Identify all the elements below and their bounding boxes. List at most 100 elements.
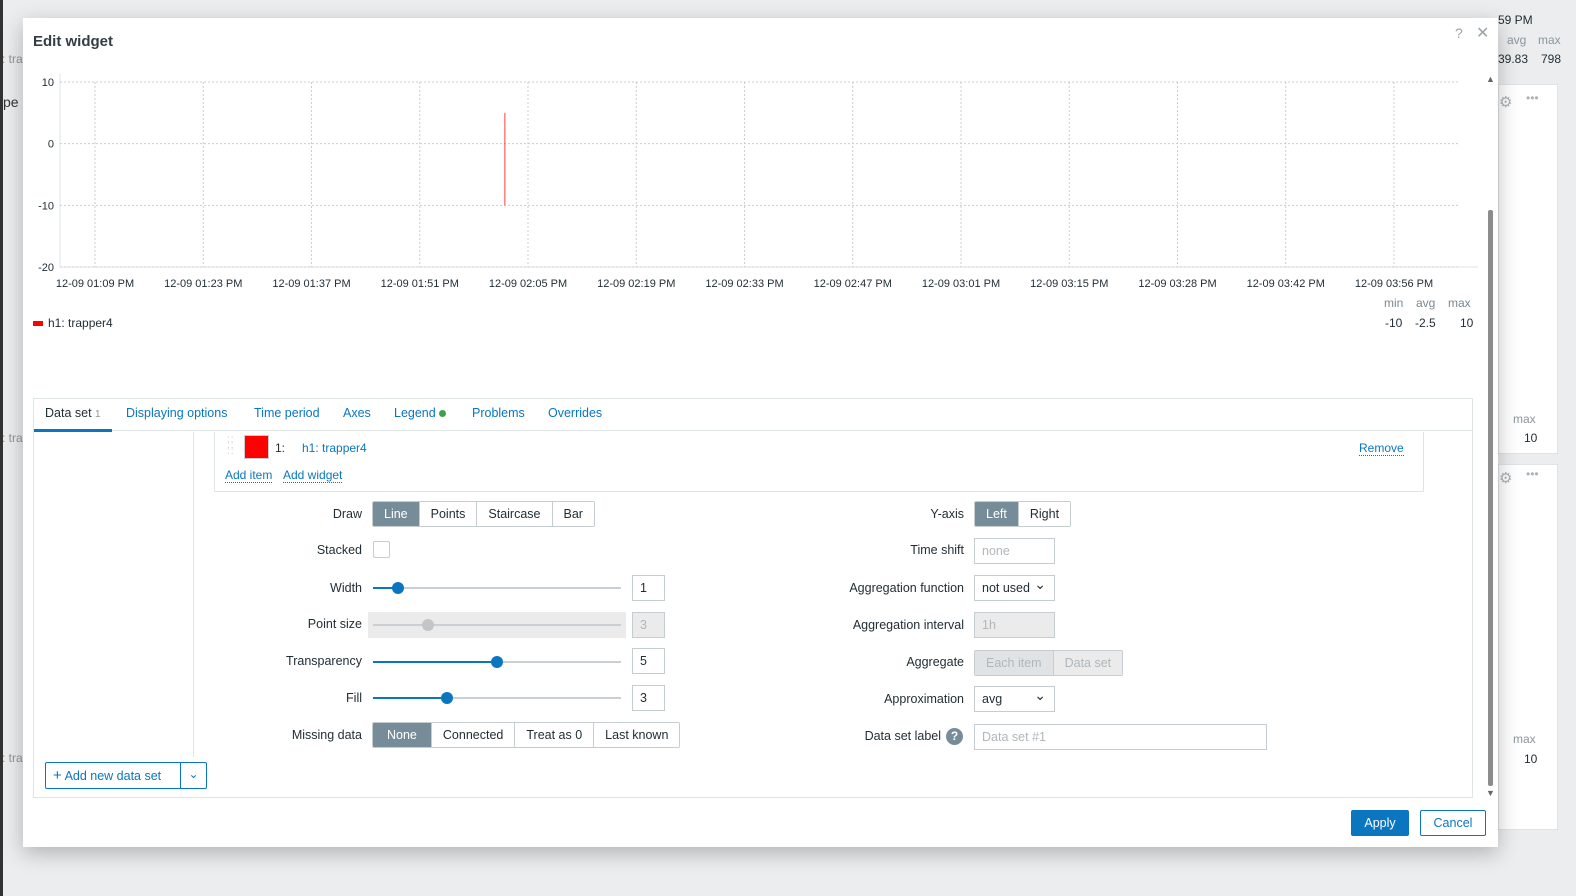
- y-tick-label: -20: [38, 262, 54, 274]
- data-set-label-label: Data set label: [864, 729, 941, 743]
- draw-bar[interactable]: Bar: [551, 502, 594, 526]
- width-input[interactable]: 1: [632, 575, 665, 601]
- x-tick-label: 12-09 01:51 PM: [381, 278, 459, 290]
- time-shift-input[interactable]: none: [974, 538, 1055, 564]
- bg-axis-label: 59 PM: [1498, 13, 1533, 27]
- more-icon[interactable]: •••: [1526, 91, 1539, 105]
- edit-widget-dialog: Edit widget ? ✕ ▲ ▼ 10 0 -10 -20 12-09 01:09…: [23, 18, 1498, 847]
- transparency-slider[interactable]: [373, 652, 621, 672]
- bg-widget-title: pe: [3, 94, 19, 110]
- gear-icon[interactable]: ⚙: [1499, 470, 1513, 487]
- x-tick-label: 12-09 03:28 PM: [1138, 278, 1216, 290]
- tab-overrides[interactable]: Overrides: [548, 406, 603, 420]
- remove-item-link[interactable]: Remove: [1359, 441, 1404, 456]
- approximation-label: Approximation: [884, 692, 964, 706]
- missing-data-segmented: None Connected Treat as 0 Last known: [372, 722, 681, 748]
- aggregation-interval-label: Aggregation interval: [852, 618, 964, 632]
- tab-problems[interactable]: Problems: [472, 406, 525, 420]
- aggregation-function-select[interactable]: not used: [974, 572, 1055, 601]
- stacked-label: Stacked: [316, 543, 362, 557]
- item-index: 1:: [275, 441, 286, 455]
- legend-header-avg: avg: [1416, 296, 1436, 310]
- y-axis-left[interactable]: Left: [975, 502, 1018, 526]
- legend-series-name: h1: trapper4: [48, 316, 113, 330]
- bg-max-label: max: [1513, 732, 1536, 746]
- missing-connected[interactable]: Connected: [430, 723, 515, 747]
- y-axis-segmented: Left Right: [974, 501, 1072, 527]
- legend-header-max: max: [1448, 296, 1471, 310]
- aggregate-segmented: Each item Data set: [974, 650, 1124, 676]
- x-tick-label: 12-09 02:47 PM: [814, 278, 892, 290]
- chevron-down-icon[interactable]: ⌄: [188, 767, 199, 781]
- fill-label: Fill: [346, 691, 362, 705]
- bg-max-value: 10: [1524, 752, 1538, 766]
- add-widget-link[interactable]: Add widget: [283, 468, 343, 483]
- item-name-link[interactable]: h1: trapper4: [302, 441, 367, 455]
- add-item-link[interactable]: Add item: [225, 468, 273, 483]
- width-slider[interactable]: [373, 578, 621, 598]
- point-size-label: Point size: [307, 617, 362, 631]
- missing-none[interactable]: None: [373, 723, 431, 747]
- bg-widget-panel: ⚙ ••• max 10: [1498, 464, 1558, 830]
- y-axis-right[interactable]: Right: [1017, 502, 1071, 526]
- legend-min-value: -10: [1385, 316, 1403, 330]
- draw-points[interactable]: Points: [418, 502, 477, 526]
- legend-item: h1: trapper4: [33, 316, 113, 330]
- aggregate-each-item: Each item: [975, 651, 1053, 675]
- dataset-items-box: :::::: 1: h1: trapper4 Remove Add item A…: [214, 432, 1424, 492]
- close-icon[interactable]: ✕: [1476, 25, 1490, 42]
- draw-line[interactable]: Line: [373, 502, 419, 526]
- window-edge: [0, 0, 3, 896]
- add-new-data-set-button-group: + Add new data set ⌄: [45, 762, 207, 789]
- more-icon[interactable]: •••: [1526, 467, 1539, 481]
- scroll-down-icon[interactable]: ▼: [1486, 788, 1495, 798]
- tab-displaying-options[interactable]: Displaying options: [126, 406, 228, 420]
- draw-staircase[interactable]: Staircase: [476, 502, 552, 526]
- apply-button[interactable]: Apply: [1351, 810, 1409, 836]
- aggregation-interval-input: 1h: [974, 612, 1055, 638]
- transparency-input[interactable]: 5: [632, 648, 665, 674]
- x-tick-label: 12-09 03:01 PM: [922, 278, 1000, 290]
- bg-max-value: 798: [1541, 52, 1562, 66]
- bg-series-label: : tra: [2, 431, 23, 445]
- x-tick-label: 12-09 01:37 PM: [272, 278, 350, 290]
- bg-series-label: : tra: [2, 751, 23, 765]
- x-tick-label: 12-09 03:56 PM: [1355, 278, 1433, 290]
- aggregate-data-set: Data set: [1052, 651, 1123, 675]
- cancel-button[interactable]: Cancel: [1420, 810, 1486, 836]
- x-tick-label: 12-09 03:15 PM: [1030, 278, 1108, 290]
- fill-input[interactable]: 3: [632, 685, 665, 711]
- gear-icon[interactable]: ⚙: [1499, 94, 1513, 111]
- draw-segmented: Line Points Staircase Bar: [372, 501, 595, 527]
- tab-data-set[interactable]: Data set 1: [34, 406, 112, 432]
- missing-last-known[interactable]: Last known: [593, 723, 680, 747]
- transparency-label: Transparency: [286, 654, 362, 668]
- drag-handle-icon[interactable]: ::::::: [227, 434, 235, 457]
- stacked-checkbox[interactable]: [373, 541, 390, 558]
- missing-treat-as-0[interactable]: Treat as 0: [514, 723, 594, 747]
- help-icon[interactable]: ?: [946, 728, 963, 745]
- bg-max-label: max: [1513, 412, 1536, 426]
- tab-axes[interactable]: Axes: [343, 406, 371, 420]
- data-set-label-input[interactable]: Data set #1: [974, 724, 1267, 750]
- x-tick-label: 12-09 01:09 PM: [56, 278, 134, 290]
- bg-widget-panel: ⚙ ••• max 10: [1498, 84, 1558, 454]
- scrollbar-thumb[interactable]: [1488, 210, 1493, 786]
- x-tick-label: 12-09 03:42 PM: [1247, 278, 1325, 290]
- approximation-select[interactable]: avg: [974, 683, 1055, 712]
- x-tick-label: 12-09 02:05 PM: [489, 278, 567, 290]
- tab-time-period[interactable]: Time period: [254, 406, 320, 420]
- add-new-data-set-button[interactable]: + Add new data set: [46, 763, 181, 788]
- bg-avg-label: avg: [1507, 33, 1527, 47]
- scroll-up-icon[interactable]: ▲: [1486, 74, 1495, 84]
- draw-label: Draw: [332, 507, 362, 521]
- tab-legend[interactable]: Legend: [394, 406, 447, 420]
- fill-slider[interactable]: [373, 688, 621, 708]
- legend-indicator-dot: [439, 410, 447, 417]
- aggregate-label: Aggregate: [906, 655, 964, 669]
- item-color-picker[interactable]: [244, 435, 269, 459]
- help-icon[interactable]: ?: [1455, 25, 1463, 41]
- point-size-slider: [368, 612, 626, 638]
- dataset-list-divider: [193, 432, 194, 757]
